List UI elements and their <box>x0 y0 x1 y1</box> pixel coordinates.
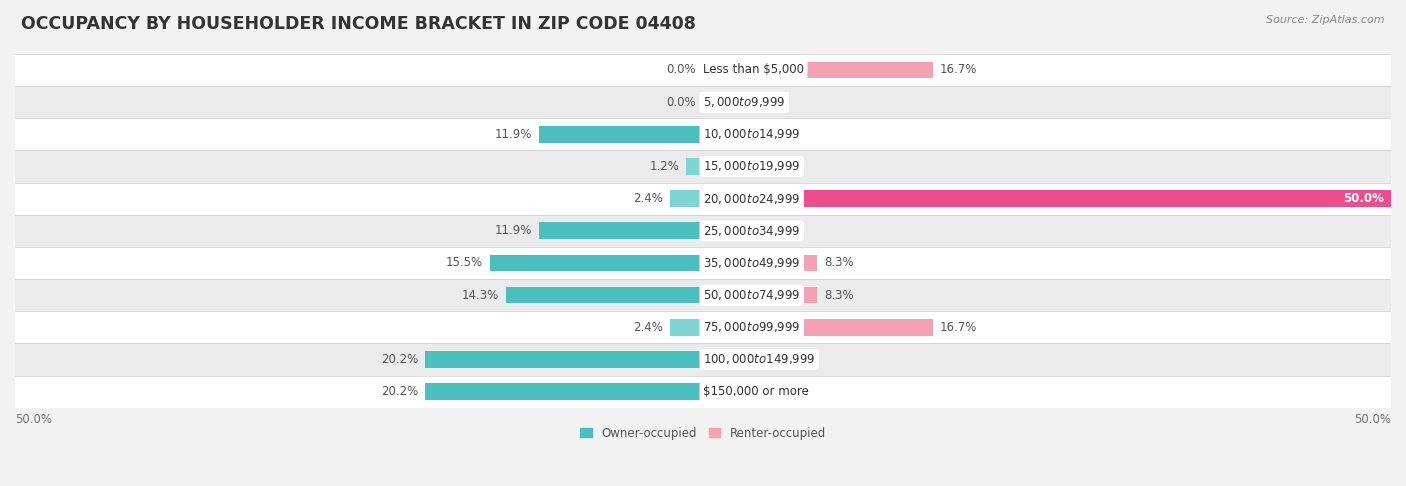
Text: Less than $5,000: Less than $5,000 <box>703 64 804 76</box>
Text: $20,000 to $24,999: $20,000 to $24,999 <box>703 191 800 206</box>
Text: 11.9%: 11.9% <box>495 128 533 141</box>
Text: 11.9%: 11.9% <box>495 224 533 237</box>
Text: 0.0%: 0.0% <box>710 353 740 366</box>
Bar <box>15 247 1391 279</box>
Text: 0.0%: 0.0% <box>710 96 740 109</box>
Bar <box>15 118 1391 150</box>
Bar <box>15 150 1391 183</box>
Text: 20.2%: 20.2% <box>381 353 418 366</box>
Text: 16.7%: 16.7% <box>939 321 977 334</box>
Bar <box>671 319 703 336</box>
Text: 50.0%: 50.0% <box>1343 192 1384 205</box>
Text: 20.2%: 20.2% <box>381 385 418 398</box>
Text: 50.0%: 50.0% <box>15 413 52 426</box>
Bar <box>425 383 703 400</box>
Text: 50.0%: 50.0% <box>1354 413 1391 426</box>
Bar <box>15 279 1391 311</box>
Bar <box>703 319 932 336</box>
Text: $150,000 or more: $150,000 or more <box>703 385 808 398</box>
Text: $10,000 to $14,999: $10,000 to $14,999 <box>703 127 800 141</box>
Text: 2.4%: 2.4% <box>633 192 664 205</box>
Text: 0.0%: 0.0% <box>710 160 740 173</box>
Bar <box>15 86 1391 118</box>
Text: Source: ZipAtlas.com: Source: ZipAtlas.com <box>1267 15 1385 25</box>
Text: 16.7%: 16.7% <box>939 64 977 76</box>
Text: $5,000 to $9,999: $5,000 to $9,999 <box>703 95 786 109</box>
Text: 0.0%: 0.0% <box>666 64 696 76</box>
Text: $15,000 to $19,999: $15,000 to $19,999 <box>703 159 800 174</box>
Bar <box>540 126 703 143</box>
Bar <box>703 287 817 303</box>
Text: 8.3%: 8.3% <box>824 289 853 302</box>
Bar <box>15 376 1391 408</box>
Bar <box>15 344 1391 376</box>
Bar <box>15 183 1391 215</box>
Bar <box>489 255 703 271</box>
Text: 0.0%: 0.0% <box>710 385 740 398</box>
Text: $50,000 to $74,999: $50,000 to $74,999 <box>703 288 800 302</box>
Bar <box>15 311 1391 344</box>
Text: $25,000 to $34,999: $25,000 to $34,999 <box>703 224 800 238</box>
Text: $35,000 to $49,999: $35,000 to $49,999 <box>703 256 800 270</box>
Bar <box>506 287 703 303</box>
Legend: Owner-occupied, Renter-occupied: Owner-occupied, Renter-occupied <box>575 422 831 444</box>
Text: $75,000 to $99,999: $75,000 to $99,999 <box>703 320 800 334</box>
Text: 0.0%: 0.0% <box>710 128 740 141</box>
Text: 15.5%: 15.5% <box>446 257 482 269</box>
Text: 8.3%: 8.3% <box>824 257 853 269</box>
Bar <box>15 215 1391 247</box>
Bar <box>15 54 1391 86</box>
Text: $100,000 to $149,999: $100,000 to $149,999 <box>703 352 815 366</box>
Text: 14.3%: 14.3% <box>463 289 499 302</box>
Bar <box>703 255 817 271</box>
Text: 1.2%: 1.2% <box>650 160 679 173</box>
Text: 0.0%: 0.0% <box>666 96 696 109</box>
Bar <box>703 62 932 78</box>
Bar <box>671 190 703 207</box>
Text: 0.0%: 0.0% <box>710 224 740 237</box>
Bar <box>425 351 703 368</box>
Bar <box>703 190 1391 207</box>
Text: OCCUPANCY BY HOUSEHOLDER INCOME BRACKET IN ZIP CODE 04408: OCCUPANCY BY HOUSEHOLDER INCOME BRACKET … <box>21 15 696 33</box>
Text: 2.4%: 2.4% <box>633 321 664 334</box>
Bar <box>686 158 703 175</box>
Bar <box>540 223 703 239</box>
